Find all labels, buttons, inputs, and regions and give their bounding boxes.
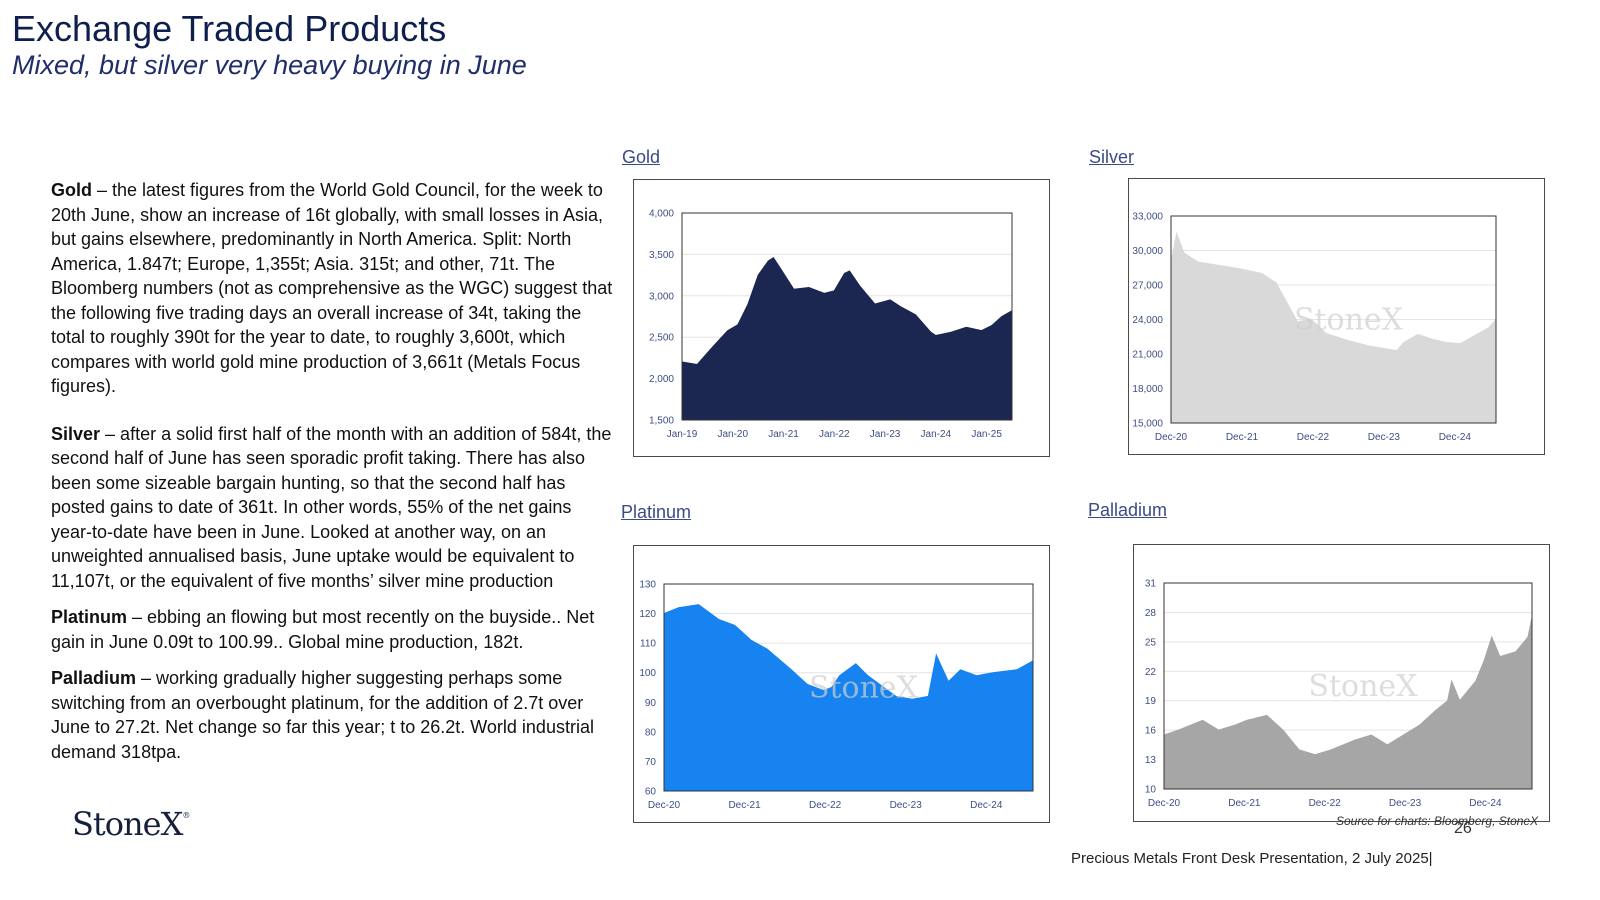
- platinum-paragraph: Platinum – ebbing an flowing but most re…: [51, 605, 616, 654]
- gold-chart-svg: 1,500 2,000 2,500 3,000 3,500 4,000 Jan-19 Jan-…: [649, 209, 1013, 440]
- palladium-x-tick-label: Dec-24: [1469, 798, 1502, 809]
- gold-label: Gold: [51, 180, 92, 200]
- palladium-y-tick-label: 22: [1145, 667, 1157, 678]
- gold-x-tick-label: Jan-23: [870, 429, 901, 440]
- palladium-y-tick-label: 10: [1145, 785, 1157, 796]
- platinum-area-series: [663, 604, 1034, 792]
- platinum-y-tick-label: 100: [639, 668, 656, 679]
- page-number: 26: [1454, 820, 1472, 837]
- platinum-y-tick-label: 60: [645, 787, 657, 798]
- platinum-y-tick-label: 70: [645, 757, 657, 768]
- page-subtitle: Mixed, but silver very heavy buying in J…: [12, 50, 527, 80]
- gold-chart: 1,500 2,000 2,500 3,000 3,500 4,000 Jan-19 Jan-…: [633, 179, 1050, 457]
- palladium-text: – working gradually higher suggesting pe…: [51, 668, 594, 762]
- palladium-chart: 10 13 16 19 22 25 28 31 StoneX Dec-20 Dec-21 Dec-22…: [1133, 544, 1550, 822]
- palladium-y-tick-label: 31: [1145, 579, 1157, 590]
- commentary-text: Gold – the latest figures from the World…: [51, 178, 616, 776]
- platinum-chart-title: Platinum: [621, 502, 692, 522]
- platinum-y-tick-label: 80: [645, 727, 657, 738]
- silver-y-tick-label: 33,000: [1132, 212, 1163, 223]
- gold-text: – the latest figures from the World Gold…: [51, 180, 613, 396]
- platinum-y-tick-label: 130: [639, 580, 656, 591]
- silver-chart: 15,000 18,000 21,000 24,000 27,000 30,000 33,0…: [1128, 178, 1545, 455]
- platinum-label: Platinum: [51, 607, 128, 627]
- palladium-x-tick-label: Dec-23: [1389, 798, 1422, 809]
- gold-x-tick-label: Jan-21: [768, 429, 799, 440]
- silver-y-tick-label: 21,000: [1132, 350, 1163, 361]
- silver-chart-title: Silver: [1089, 147, 1135, 167]
- gold-area-series: [681, 257, 1013, 421]
- platinum-plot-frame: [663, 583, 1034, 792]
- silver-watermark: StoneX: [1294, 303, 1404, 338]
- gold-y-tick-label: 2,000: [649, 374, 674, 385]
- gold-y-tick-label: 2,500: [649, 333, 674, 344]
- silver-chart-svg: 15,000 18,000 21,000 24,000 27,000 30,000 33,0…: [1132, 212, 1497, 443]
- platinum-x-tick-label: Dec-21: [728, 800, 761, 811]
- palladium-watermark: StoneX: [1308, 669, 1418, 704]
- page-title: Exchange Traded Products: [12, 8, 447, 49]
- silver-x-tick-label: Dec-20: [1155, 432, 1188, 443]
- silver-y-tick-label: 15,000: [1132, 419, 1163, 430]
- silver-paragraph: Silver – after a solid first half of the…: [51, 422, 616, 594]
- gold-y-tick-label: 3,000: [649, 291, 674, 302]
- palladium-y-tick-label: 25: [1145, 637, 1157, 648]
- silver-y-tick-label: 24,000: [1132, 315, 1163, 326]
- silver-plot-frame: [1170, 215, 1497, 424]
- platinum-text: – ebbing an flowing but most recently on…: [51, 607, 595, 652]
- platinum-y-tick-label: 90: [645, 698, 657, 709]
- silver-y-tick-label: 27,000: [1132, 281, 1163, 292]
- silver-area-series: [1170, 231, 1497, 424]
- gold-x-tick-label: Jan-19: [667, 429, 698, 440]
- palladium-x-tick-label: Dec-20: [1148, 798, 1181, 809]
- silver-x-tick-label: Dec-21: [1226, 432, 1259, 443]
- gold-y-tick-label: 1,500: [649, 416, 674, 427]
- palladium-y-tick-label: 28: [1145, 608, 1157, 619]
- palladium-x-tick-label: Dec-22: [1309, 798, 1342, 809]
- platinum-y-tick-label: 120: [639, 609, 656, 620]
- silver-x-tick-label: Dec-24: [1439, 432, 1472, 443]
- gold-x-tick-label: Jan-22: [819, 429, 850, 440]
- footer-text: Precious Metals Front Desk Presentation,…: [1071, 850, 1433, 867]
- silver-x-tick-label: Dec-22: [1297, 432, 1330, 443]
- platinum-chart-svg: 60 70 80 90 100 110 120 130 StoneX Dec-20 Dec-21 De…: [639, 580, 1034, 811]
- silver-label: Silver: [51, 423, 101, 444]
- stonex-logo: StoneX®: [72, 805, 190, 843]
- silver-x-tick-label: Dec-23: [1368, 432, 1401, 443]
- palladium-y-tick-label: 16: [1145, 726, 1157, 737]
- silver-text: – after a solid first half of the month …: [51, 423, 612, 591]
- platinum-chart: 60 70 80 90 100 110 120 130 StoneX Dec-20 Dec-21 De…: [633, 545, 1050, 823]
- palladium-area-series: [1163, 617, 1533, 790]
- palladium-plot-frame: [1163, 582, 1533, 790]
- platinum-x-tick-label: Dec-23: [890, 800, 923, 811]
- gold-paragraph: Gold – the latest figures from the World…: [51, 178, 616, 399]
- gold-chart-title: Gold: [622, 147, 661, 167]
- gold-x-tick-label: Jan-20: [717, 429, 748, 440]
- logo-mark: ®: [182, 811, 190, 820]
- palladium-paragraph: Palladium – working gradually higher sug…: [51, 666, 616, 764]
- palladium-chart-title: Palladium: [1088, 500, 1168, 520]
- gold-x-tick-label: Jan-24: [921, 429, 952, 440]
- palladium-y-tick-label: 13: [1145, 755, 1157, 766]
- platinum-watermark: StoneX: [809, 671, 919, 706]
- platinum-x-tick-label: Dec-24: [970, 800, 1003, 811]
- palladium-chart-svg: 10 13 16 19 22 25 28 31 StoneX Dec-20 Dec-21 Dec-22…: [1145, 579, 1533, 809]
- silver-y-tick-label: 18,000: [1132, 384, 1163, 395]
- gold-x-tick-label: Jan-25: [971, 429, 1002, 440]
- platinum-x-tick-label: Dec-22: [809, 800, 842, 811]
- chart-source-note: Source for charts: Bloomberg, StoneX: [1336, 814, 1539, 828]
- gold-plot-frame: [681, 212, 1013, 421]
- logo-text: StoneX: [72, 805, 183, 843]
- silver-y-tick-label: 30,000: [1132, 246, 1163, 257]
- palladium-label: Palladium: [51, 668, 137, 688]
- palladium-y-tick-label: 19: [1145, 696, 1157, 707]
- palladium-x-tick-label: Dec-21: [1228, 798, 1261, 809]
- platinum-x-tick-label: Dec-20: [648, 800, 681, 811]
- platinum-y-tick-label: 110: [640, 639, 656, 650]
- gold-y-tick-label: 4,000: [649, 209, 674, 220]
- gold-y-tick-label: 3,500: [649, 250, 674, 261]
